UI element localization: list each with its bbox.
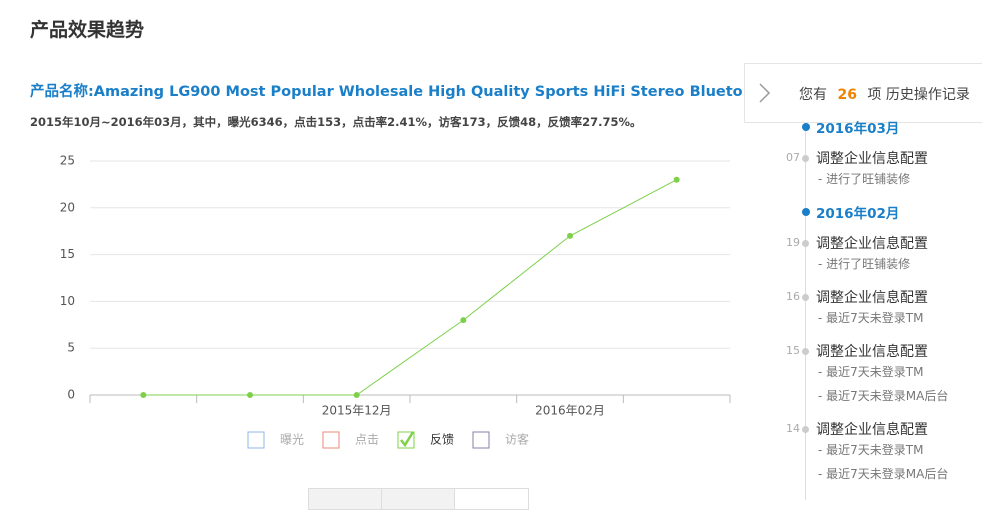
month-label: 2016年02月: [816, 206, 900, 222]
x-tick-label: 2015年12月: [322, 404, 392, 418]
data-point: [567, 232, 573, 239]
item-title: 调整企业信息配置: [816, 290, 928, 306]
data-point: [247, 392, 253, 398]
page-title: 产品效果趋势: [30, 19, 145, 41]
day-label: 19: [786, 236, 800, 249]
x-tick-label: 2016年02月: [535, 404, 605, 418]
y-tick-label: 20: [60, 200, 75, 214]
legend-item[interactable]: 访客: [472, 431, 529, 449]
y-tick-label: 15: [60, 247, 75, 261]
item-title: 调整企业信息配置: [816, 422, 928, 438]
y-tick-label: 0: [67, 388, 75, 402]
legend-label: 反馈: [430, 433, 454, 447]
data-line: [143, 179, 677, 396]
item-note: - 最近7天未登录TM: [818, 365, 924, 379]
item-dot: [802, 348, 809, 355]
day-label: 15: [786, 344, 800, 357]
day-label: 07: [786, 151, 800, 164]
prefix: 您有: [799, 87, 827, 103]
chevron[interactable]: [757, 82, 773, 106]
y-tick-label: 5: [67, 341, 75, 355]
month-dot: [802, 123, 810, 131]
item-note: - 最近7天未登录MA后台: [818, 389, 949, 403]
tab[interactable]: [381, 488, 455, 510]
item-note: - 进行了旺铺装修: [818, 172, 911, 186]
item-note: - 最近7天未登录TM: [818, 443, 924, 457]
data-point: [353, 392, 360, 398]
month-dot: [802, 208, 810, 216]
product-name[interactable]: 产品名称:Amazing LG900 Most Popular Wholesal…: [30, 84, 742, 100]
item-dot: [802, 155, 809, 162]
day-label: 14: [786, 422, 800, 435]
item-note: - 最近7天未登录MA后台: [818, 467, 949, 481]
tab[interactable]: [308, 488, 382, 510]
timeline-line: [805, 122, 806, 500]
item-dot: [802, 294, 809, 301]
y-tick-label: 10: [60, 294, 75, 308]
legend-item[interactable]: 反馈: [397, 431, 454, 449]
item-dot: [802, 240, 809, 247]
data-point: [673, 176, 680, 183]
legend-label: 点击: [355, 433, 379, 447]
legend-item[interactable]: 曝光: [247, 431, 304, 449]
item-title: 调整企业信息配置: [816, 344, 928, 360]
history-panel: 您有 26 项 历史操作记录: [744, 63, 982, 123]
data-point: [460, 317, 467, 324]
count: 26: [837, 87, 857, 103]
legend-box: [322, 431, 340, 449]
item-note: - 最近7天未登录TM: [818, 311, 924, 325]
legend-label: 访客: [505, 432, 529, 447]
suffix: 项 历史操作记录: [867, 87, 970, 103]
item-dot: [802, 426, 809, 433]
legend-check: [400, 431, 415, 448]
item-title: 调整企业信息配置: [816, 151, 928, 167]
legend-item[interactable]: 点击: [322, 431, 379, 449]
history-header: 您有 26 项 历史操作记录: [799, 84, 970, 104]
legend-box: [472, 431, 490, 449]
data-point: [140, 392, 147, 398]
y-tick-label: 25: [60, 154, 75, 168]
item-title: 调整企业信息配置: [816, 236, 928, 252]
item-note: - 进行了旺铺装修: [818, 257, 911, 271]
legend-label: 曝光: [280, 433, 304, 447]
tab[interactable]: [454, 488, 529, 510]
summary: 2015年10月~2016年03月，其中，曝光6346，点击153，点击率2.4…: [30, 115, 642, 129]
day-label: 16: [786, 290, 800, 303]
month-label: 2016年03月: [816, 121, 900, 137]
legend-box: [247, 431, 265, 449]
